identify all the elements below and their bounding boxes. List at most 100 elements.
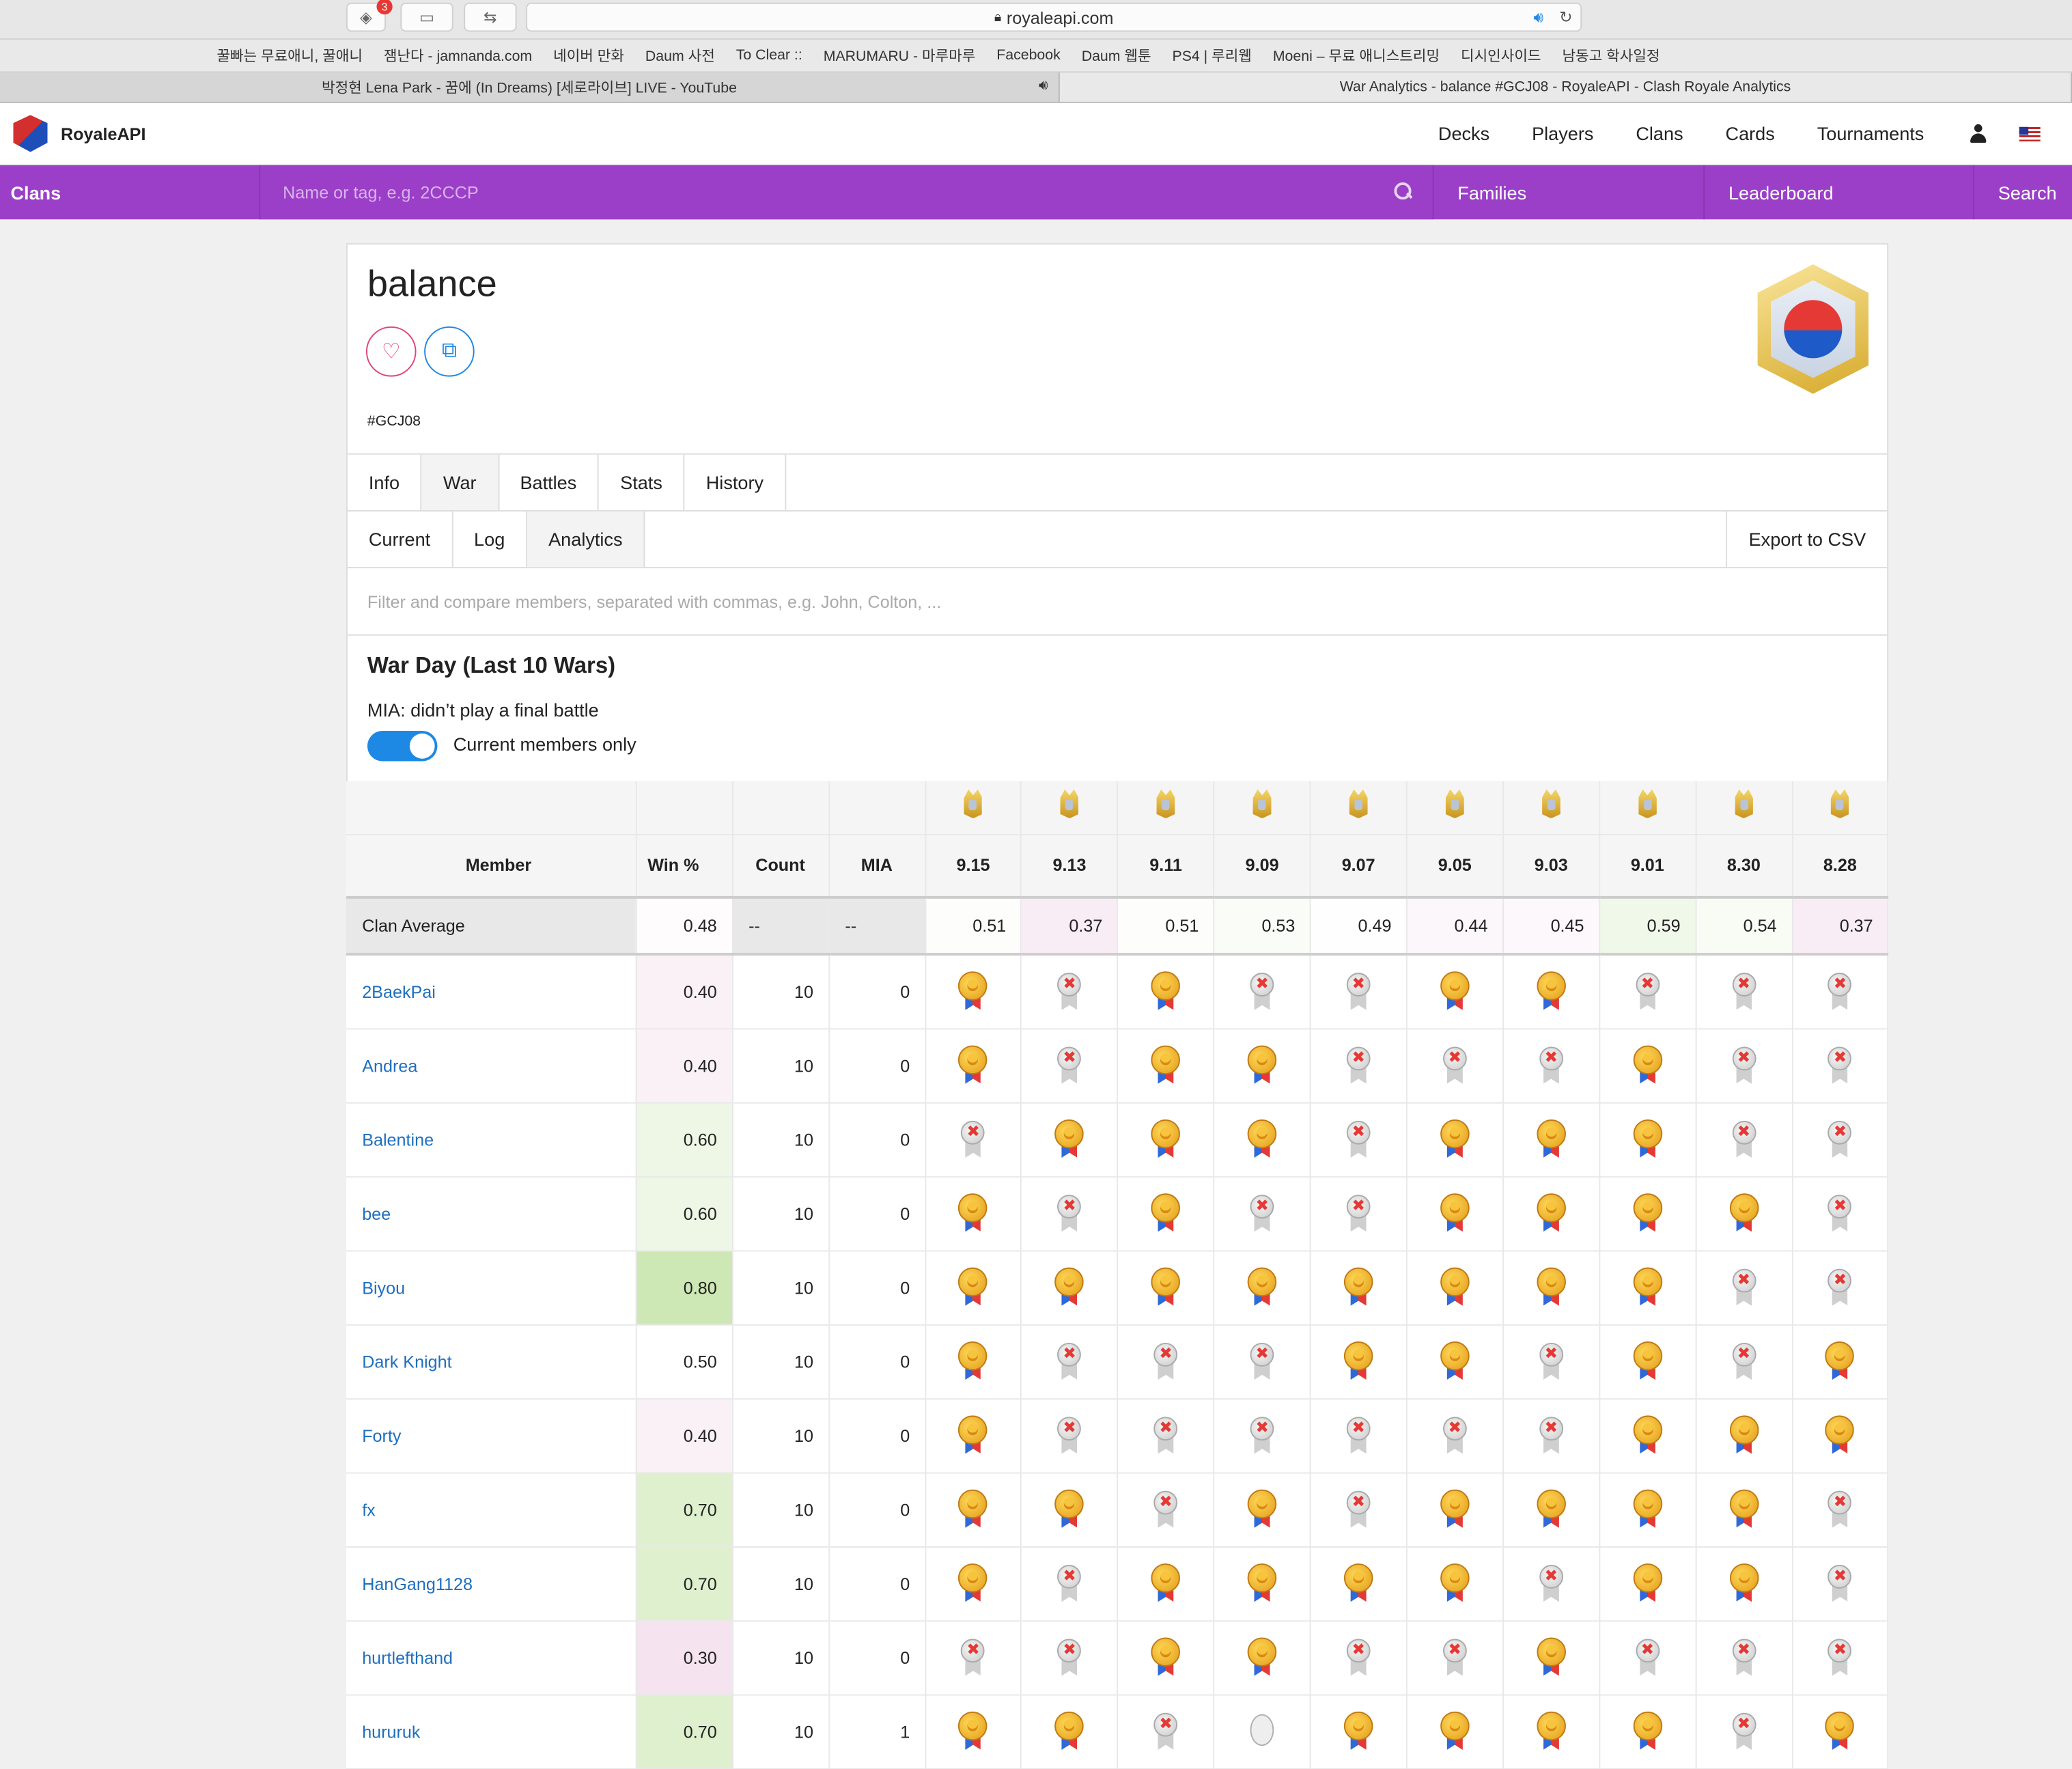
loss-medal-icon <box>1055 1193 1084 1233</box>
col-date[interactable]: 8.30 <box>1695 833 1793 899</box>
member-name-link[interactable]: Biyou <box>346 1250 636 1325</box>
current-members-toggle[interactable] <box>367 731 438 762</box>
war-result-cell <box>1502 1546 1600 1621</box>
member-name-link[interactable]: hururuk <box>346 1694 636 1769</box>
subtab-log[interactable]: Log <box>453 511 528 568</box>
win-medal-icon <box>1343 1563 1373 1603</box>
war-result-cell <box>1791 1694 1889 1769</box>
loss-medal-icon <box>1151 1490 1181 1529</box>
war-result-cell <box>1310 1028 1408 1103</box>
bookmark-link[interactable]: Moeni – 무료 애니스트리밍 <box>1272 48 1440 65</box>
nav-clans[interactable]: Clans <box>1636 122 1683 144</box>
war-crown-icon <box>963 790 984 821</box>
win-medal-icon <box>1247 1119 1277 1159</box>
col-date[interactable]: 8.28 <box>1791 833 1889 899</box>
speaker-icon[interactable]: 🔊︎ <box>1039 78 1048 94</box>
war-result-cell <box>1599 1102 1696 1178</box>
war-day-section: War Day (Last 10 Wars) MIA: didn’t play … <box>347 636 1888 783</box>
member-name-link[interactable]: 2BaekPai <box>346 954 636 1029</box>
war-result-cell <box>1310 1472 1408 1547</box>
member-count: 10 <box>731 1398 830 1473</box>
bookmark-link[interactable]: MARUMARU - 마루마루 <box>823 48 976 65</box>
win-medal-icon <box>1633 1267 1662 1307</box>
col-member[interactable]: Member <box>346 833 636 899</box>
site-logo[interactable]: RoyaleAPI <box>13 115 145 152</box>
export-csv-button[interactable]: Export to CSV <box>1726 511 1887 568</box>
member-name-link[interactable]: Forty <box>346 1398 636 1473</box>
leaderboard-link[interactable]: Leaderboard <box>1703 165 1973 220</box>
sidebar-icon[interactable]: ▭ <box>400 2 453 32</box>
col-date[interactable]: 9.05 <box>1406 833 1504 899</box>
col-date[interactable]: 9.09 <box>1214 833 1311 899</box>
subtab-analytics[interactable]: Analytics <box>527 511 645 568</box>
open-external-button[interactable]: ⧉ <box>424 326 475 377</box>
search-icon[interactable] <box>1394 182 1412 200</box>
win-medal-icon <box>958 1341 988 1381</box>
member-name-link[interactable]: Balentine <box>346 1102 636 1178</box>
nav-cards[interactable]: Cards <box>1725 122 1775 144</box>
search-link[interactable]: Search <box>1972 165 2072 220</box>
bookmark-link[interactable]: 디시인사이드 <box>1461 48 1541 65</box>
loss-medal-icon <box>1825 1563 1855 1603</box>
member-name-link[interactable]: HanGang1128 <box>346 1546 636 1621</box>
nav-players[interactable]: Players <box>1532 122 1594 144</box>
shield-extension-icon[interactable]: ◈ 3 <box>346 0 393 32</box>
col-date[interactable]: 9.13 <box>1021 833 1119 899</box>
member-name-link[interactable]: Dark Knight <box>346 1324 636 1399</box>
nav-tournaments[interactable]: Tournaments <box>1817 122 1924 144</box>
col-date[interactable]: 9.03 <box>1502 833 1600 899</box>
subtab-current[interactable]: Current <box>348 511 453 568</box>
tab-war[interactable]: War <box>421 454 499 510</box>
browser-tab-youtube[interactable]: 박정현 Lena Park - 꿈에 (In Dreams) [세로라이브] L… <box>0 72 1060 102</box>
member-name-link[interactable]: Andrea <box>346 1028 636 1103</box>
bookmark-link[interactable]: PS4 | 루리웹 <box>1172 48 1252 65</box>
col-date[interactable]: 9.15 <box>925 833 1022 899</box>
col-date[interactable]: 9.07 <box>1310 833 1408 899</box>
loss-medal-icon <box>1825 1046 1855 1085</box>
bookmark-link[interactable]: 네이버 만화 <box>553 48 624 65</box>
war-result-cell <box>1117 1694 1215 1769</box>
member-name-link[interactable]: hurtlefthand <box>346 1620 636 1695</box>
bookmark-link[interactable]: Daum 사전 <box>645 48 715 65</box>
win-medal-icon <box>958 1193 988 1233</box>
tab-battles[interactable]: Battles <box>499 454 600 510</box>
tab-stats[interactable]: Stats <box>599 454 685 510</box>
member-win-rate: 0.60 <box>635 1102 733 1178</box>
audio-icon[interactable]: 🔊︎ <box>1533 8 1544 27</box>
nav-decks[interactable]: Decks <box>1438 122 1490 144</box>
tab-history[interactable]: History <box>685 454 786 510</box>
bookmark-link[interactable]: 남동고 학사일정 <box>1562 48 1660 65</box>
war-result-cell <box>1310 1250 1408 1325</box>
col-win[interactable]: Win % <box>635 833 733 899</box>
win-medal-icon <box>1440 1563 1470 1603</box>
subnav-title[interactable]: Clans <box>10 182 61 204</box>
col-date[interactable]: 9.01 <box>1599 833 1696 899</box>
war-result-cell <box>1117 1324 1215 1399</box>
families-link[interactable]: Families <box>1432 165 1704 220</box>
bookmark-link[interactable]: Daum 웹툰 <box>1081 48 1151 65</box>
col-mia[interactable]: MIA <box>828 833 926 899</box>
war-analytics-table: Member Win % Count MIA 9.15 9.13 9.11 9.09 9… <box>346 781 1889 1769</box>
bookmark-link[interactable]: To Clear :: <box>736 47 802 64</box>
bookmark-link[interactable]: 잼난다 - jamnanda.com <box>383 48 533 65</box>
heart-icon: ♡ <box>381 341 401 364</box>
bookmark-link[interactable]: 꿀빠는 무료애니, 꿀애니 <box>216 48 363 65</box>
us-flag-icon[interactable] <box>2019 126 2041 141</box>
bookmark-link[interactable]: Facebook <box>996 47 1061 64</box>
col-count[interactable]: Count <box>731 833 830 899</box>
user-icon[interactable] <box>1969 124 1987 143</box>
war-icon-row <box>346 781 1889 835</box>
favorite-button[interactable]: ♡ <box>365 326 417 377</box>
address-bar[interactable]: 🔒︎ royaleapi.com 🔊︎ ↻ <box>526 2 1582 32</box>
swap-icon[interactable]: ⇆ <box>464 2 517 32</box>
col-date[interactable]: 9.11 <box>1117 833 1215 899</box>
member-name-link[interactable]: bee <box>346 1176 636 1251</box>
member-mia: 0 <box>828 1472 926 1547</box>
clan-search-input[interactable] <box>283 182 1341 203</box>
browser-tab-royaleapi[interactable]: War Analytics - balance #GCJ08 - RoyaleA… <box>1059 72 2072 102</box>
member-filter-input[interactable] <box>367 591 1821 611</box>
member-name-link[interactable]: fx <box>346 1472 636 1547</box>
war-result-cell <box>1695 1398 1793 1473</box>
reload-icon[interactable]: ↻ <box>1559 8 1573 27</box>
tab-info[interactable]: Info <box>348 454 422 510</box>
